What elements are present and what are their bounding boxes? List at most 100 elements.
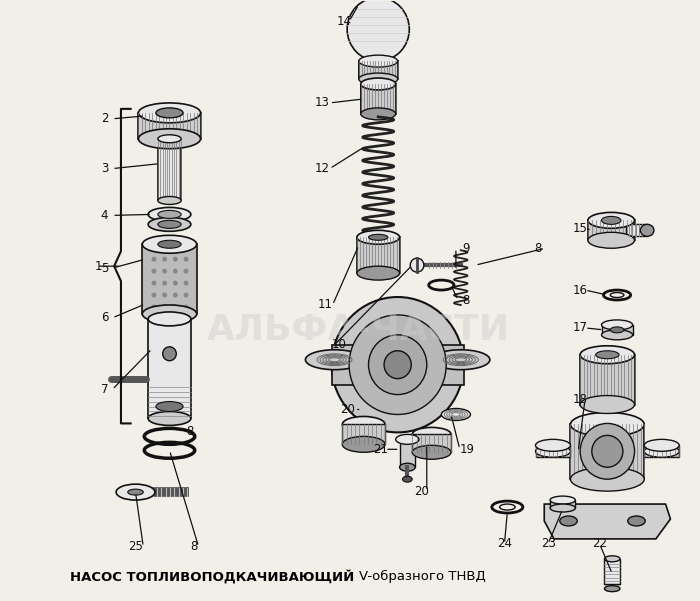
Ellipse shape — [550, 504, 575, 512]
Bar — [357, 237, 400, 273]
Ellipse shape — [412, 445, 451, 459]
Text: 8: 8 — [534, 242, 541, 255]
Ellipse shape — [357, 230, 400, 244]
Text: 4: 4 — [101, 209, 108, 222]
Bar — [360, 84, 395, 114]
Circle shape — [173, 305, 178, 310]
Text: 2: 2 — [101, 112, 108, 126]
Ellipse shape — [604, 556, 620, 562]
Ellipse shape — [342, 416, 385, 432]
Circle shape — [173, 293, 178, 297]
Text: 15: 15 — [573, 222, 587, 235]
Bar — [148, 319, 191, 418]
Circle shape — [151, 281, 156, 285]
Ellipse shape — [601, 330, 633, 340]
Circle shape — [162, 269, 167, 273]
Circle shape — [162, 281, 167, 285]
Ellipse shape — [368, 335, 427, 395]
Ellipse shape — [536, 439, 570, 451]
Ellipse shape — [400, 463, 415, 471]
Ellipse shape — [588, 212, 634, 228]
Ellipse shape — [644, 445, 679, 457]
Ellipse shape — [360, 78, 395, 90]
Ellipse shape — [580, 395, 634, 413]
Text: 7: 7 — [101, 383, 108, 396]
Text: 18: 18 — [573, 393, 587, 406]
Circle shape — [410, 258, 424, 272]
Ellipse shape — [158, 135, 181, 142]
Text: 8: 8 — [186, 425, 194, 438]
Circle shape — [162, 305, 167, 310]
Ellipse shape — [142, 236, 197, 253]
Text: НАСОС ТОПЛИВОПОДКАЧИВАЮЩИЙ: НАСОС ТОПЛИВОПОДКАЧИВАЮЩИЙ — [70, 570, 359, 584]
Text: 5: 5 — [101, 261, 108, 275]
Ellipse shape — [570, 467, 644, 491]
Circle shape — [332, 297, 463, 432]
Circle shape — [183, 281, 188, 285]
Ellipse shape — [596, 351, 619, 359]
Bar — [604, 559, 620, 584]
Circle shape — [151, 269, 156, 273]
Text: 21: 21 — [372, 443, 388, 456]
Ellipse shape — [148, 312, 191, 326]
Ellipse shape — [610, 327, 624, 333]
Circle shape — [173, 281, 178, 285]
Text: V-образного ТНВД: V-образного ТНВД — [359, 570, 486, 583]
Ellipse shape — [359, 55, 398, 67]
Ellipse shape — [359, 73, 398, 85]
Circle shape — [183, 257, 188, 261]
Text: 20: 20 — [414, 484, 429, 498]
Text: 1: 1 — [95, 260, 102, 273]
Ellipse shape — [604, 586, 620, 591]
Ellipse shape — [395, 435, 419, 444]
Ellipse shape — [349, 315, 446, 415]
Bar — [400, 439, 415, 467]
Ellipse shape — [560, 516, 577, 526]
Circle shape — [347, 0, 409, 61]
Ellipse shape — [158, 221, 181, 228]
Text: 19: 19 — [460, 443, 475, 456]
Ellipse shape — [601, 320, 633, 330]
Text: 16: 16 — [573, 284, 588, 296]
Bar — [342, 424, 385, 444]
Ellipse shape — [368, 234, 388, 240]
Text: 14: 14 — [337, 15, 351, 28]
Ellipse shape — [148, 412, 191, 426]
Ellipse shape — [156, 401, 183, 412]
Bar — [142, 244, 197, 314]
Ellipse shape — [432, 350, 490, 370]
Bar — [359, 61, 398, 79]
Bar — [601, 325, 633, 335]
Ellipse shape — [127, 489, 144, 495]
Text: 20: 20 — [340, 403, 355, 416]
Ellipse shape — [158, 197, 181, 204]
Ellipse shape — [360, 108, 395, 120]
Bar — [570, 424, 644, 479]
Circle shape — [173, 257, 178, 261]
Text: 25: 25 — [128, 540, 143, 554]
Ellipse shape — [536, 445, 570, 457]
Ellipse shape — [592, 435, 623, 467]
Ellipse shape — [305, 350, 364, 370]
Bar — [550, 500, 575, 508]
Circle shape — [151, 257, 156, 261]
Ellipse shape — [342, 436, 385, 453]
Text: 10: 10 — [332, 338, 346, 352]
Bar — [412, 435, 451, 453]
Ellipse shape — [601, 216, 621, 224]
Ellipse shape — [116, 484, 155, 500]
Ellipse shape — [156, 108, 183, 118]
Ellipse shape — [550, 496, 575, 504]
Ellipse shape — [158, 210, 181, 218]
Circle shape — [162, 257, 167, 261]
Circle shape — [151, 305, 156, 310]
Polygon shape — [544, 504, 671, 539]
Text: 6: 6 — [101, 311, 108, 325]
Bar — [626, 224, 648, 236]
Bar — [359, 61, 398, 79]
Text: 12: 12 — [314, 162, 330, 175]
Text: 3: 3 — [101, 162, 108, 175]
Circle shape — [183, 293, 188, 297]
Text: 11: 11 — [317, 299, 332, 311]
Ellipse shape — [628, 516, 645, 526]
